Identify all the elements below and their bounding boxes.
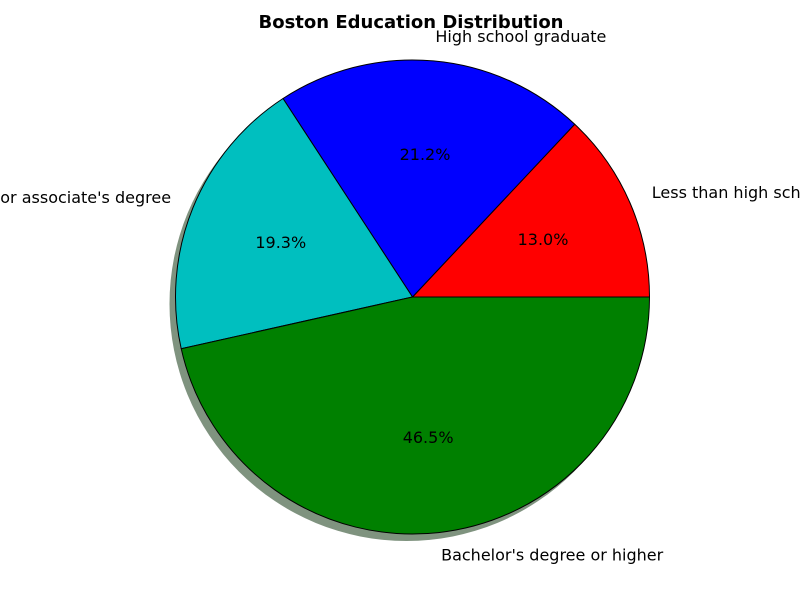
- pie-slice-some-college-or-associate-s-degree: [175, 98, 413, 350]
- pie-category-label: Some college or associate's degree: [0, 188, 171, 207]
- pie-category-label: High school graduate: [435, 27, 606, 46]
- pie-percent-label: 46.5%: [403, 428, 454, 447]
- pie-category-label: Less than high school: [652, 183, 800, 202]
- pie-category-label: Bachelor's degree or higher: [441, 546, 664, 565]
- chart-title: Boston Education Distribution: [258, 12, 563, 33]
- pie-percent-label: 19.3%: [255, 233, 306, 252]
- pie-slice-bachelor-s-degree-or-higher: [180, 296, 650, 535]
- pie-percent-label: 13.0%: [518, 230, 569, 249]
- pie-slice-high-school-graduate: [282, 59, 576, 298]
- pie-labels: 13.0% Less than high school 21.2% High scho…: [0, 27, 800, 565]
- pie-slice-less-than-high-school: [412, 123, 650, 298]
- pie-percent-label: 21.2%: [400, 145, 451, 164]
- pie-slices: [175, 59, 650, 535]
